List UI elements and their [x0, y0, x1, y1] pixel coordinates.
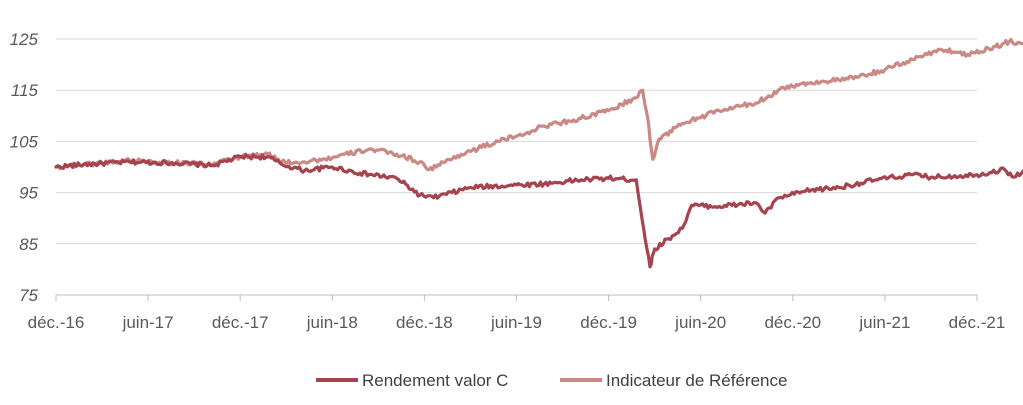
x-tick-label: juin-20	[674, 313, 726, 332]
legend-label-series-1: Rendement valor C	[362, 371, 508, 390]
x-tick-label: juin-19	[490, 313, 542, 332]
x-tick-label: juin-18	[306, 313, 358, 332]
y-tick-label: 75	[19, 286, 38, 305]
legend-label-series-2: Indicateur de Référence	[606, 371, 787, 390]
x-tick-label: déc.-17	[212, 313, 269, 332]
x-tick-label: déc.-21	[949, 313, 1006, 332]
x-tick-label: déc.-16	[28, 313, 85, 332]
y-tick-label: 95	[19, 184, 38, 203]
gridlines: 125 115 105 95 85 75	[10, 30, 977, 305]
y-tick-label: 125	[10, 30, 39, 49]
legend: Rendement valor C Indicateur de Référenc…	[316, 371, 787, 390]
x-axis-ticks: déc.-16 juin-17 déc.-17 juin-18 déc.-18 juin-…	[28, 295, 1006, 332]
series-line-2	[54, 37, 1023, 172]
x-tick-label: juin-17	[122, 313, 174, 332]
x-tick-label: juin-21	[858, 313, 910, 332]
x-tick-label: déc.-19	[580, 313, 637, 332]
x-tick-label: déc.-20	[764, 313, 821, 332]
series-line-1	[54, 153, 1023, 269]
series-lines	[54, 37, 1023, 269]
x-tick-label: déc.-18	[396, 313, 453, 332]
y-tick-label: 115	[11, 81, 39, 100]
y-tick-label: 105	[10, 132, 39, 151]
y-tick-label: 85	[19, 235, 38, 254]
